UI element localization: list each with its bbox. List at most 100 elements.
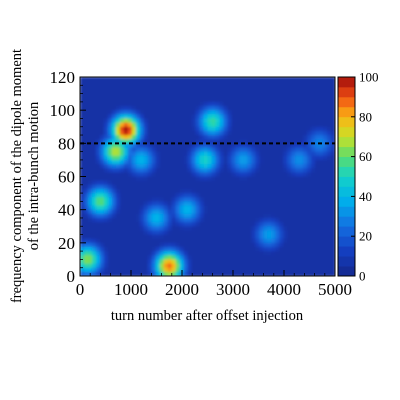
heatmap-cell [111,263,117,269]
heatmap-cell [159,97,165,103]
heatmap-cell [299,226,304,231]
heatmap-cell [243,155,248,161]
heatmap-cell [307,188,312,194]
heatmap-cell [303,246,308,252]
heatmap-cell [239,139,244,144]
heatmap-cell [179,139,185,144]
heatmap-cell [251,234,256,240]
heatmap-cell [271,259,276,265]
heatmap-cell [303,114,308,120]
heatmap-cell [319,180,324,186]
heatmap-cell [211,176,217,182]
heatmap-cell [331,271,335,276]
heatmap-cell [175,251,181,256]
colorbar-segment [338,77,355,88]
heatmap-cell [159,205,165,211]
heatmap-cell [107,246,113,252]
heatmap-cell [83,168,89,173]
heatmap-cell [267,184,272,190]
heatmap-cell [167,180,173,186]
heatmap-cell [207,89,213,95]
heatmap-cell [215,151,221,157]
heatmap-cell [80,110,85,115]
heatmap-cell [327,122,332,128]
heatmap-cell [147,238,153,244]
heatmap-cell [279,259,284,265]
heatmap-cell [283,188,288,194]
heatmap-cell [215,126,221,132]
heatmap-cell [283,85,288,91]
heatmap-cell [159,89,165,95]
heatmap-cell [287,201,292,207]
heatmap-cell [207,114,213,120]
heatmap-cell [227,267,232,273]
heatmap-cell [211,81,217,86]
heatmap-cell [223,267,229,273]
heatmap-cell [103,180,109,186]
heatmap-cell [107,197,113,202]
heatmap-cell [327,106,332,111]
heatmap-cell [203,130,209,136]
heatmap-cell [191,184,197,190]
heatmap-cell [151,110,157,115]
heatmap-cell [207,230,213,236]
heatmap-cell [295,255,300,261]
heatmap-cell [87,251,93,256]
heatmap-cell [151,168,157,173]
heatmap-cell [319,255,324,261]
heatmap-cell [243,222,248,227]
heatmap-cell [123,197,129,202]
y-tick-label: 80 [58,134,75,153]
heatmap-cell [199,114,205,120]
heatmap-cell [239,135,244,140]
heatmap-cell [115,139,121,144]
heatmap-cell [251,197,256,202]
heatmap-cell [147,164,153,169]
heatmap-cell [267,230,272,236]
heatmap-cell [207,197,213,202]
heatmap-cell [131,201,137,207]
heatmap-cell [155,263,161,269]
heatmap-cell [267,93,272,99]
heatmap-cell [279,230,284,236]
heatmap-cell [311,168,316,173]
heatmap-cell [95,246,101,252]
heatmap-cell [151,242,157,248]
heatmap-cell [319,81,324,86]
heatmap-cell [119,271,125,276]
heatmap-cell [259,209,264,215]
heatmap-cell [235,110,240,115]
heatmap-cell [255,259,260,265]
colorbar-segment [338,156,355,167]
heatmap-cell [119,147,125,153]
heatmap-cell [111,89,117,95]
heatmap-cell [179,101,185,107]
heatmap-cell [323,97,328,103]
heatmap-cell [295,114,300,120]
heatmap-cell [199,251,205,256]
heatmap-cell [195,106,201,111]
heatmap-cell [199,180,205,186]
heatmap-cell [275,267,280,273]
heatmap-cell [315,226,320,231]
heatmap-cell [275,184,280,190]
heatmap-cell [195,259,201,265]
heatmap-cell [175,230,181,236]
heatmap-cell [299,238,304,244]
heatmap-cell [103,97,109,103]
heatmap-cell [103,197,109,202]
heatmap-cell [295,93,300,99]
heatmap-cell [267,130,272,136]
heatmap-cell [167,147,173,153]
heatmap-cell [299,147,304,153]
heatmap-cell [159,114,165,120]
heatmap-cell [131,184,137,190]
heatmap-cell [255,222,260,227]
heatmap-cell [223,205,229,211]
heatmap-cell [279,176,284,182]
heatmap-cell [187,89,193,95]
heatmap-cell [315,242,320,248]
heatmap-cell [251,226,256,231]
heatmap-cell [203,263,209,269]
heatmap-cell [243,246,248,252]
